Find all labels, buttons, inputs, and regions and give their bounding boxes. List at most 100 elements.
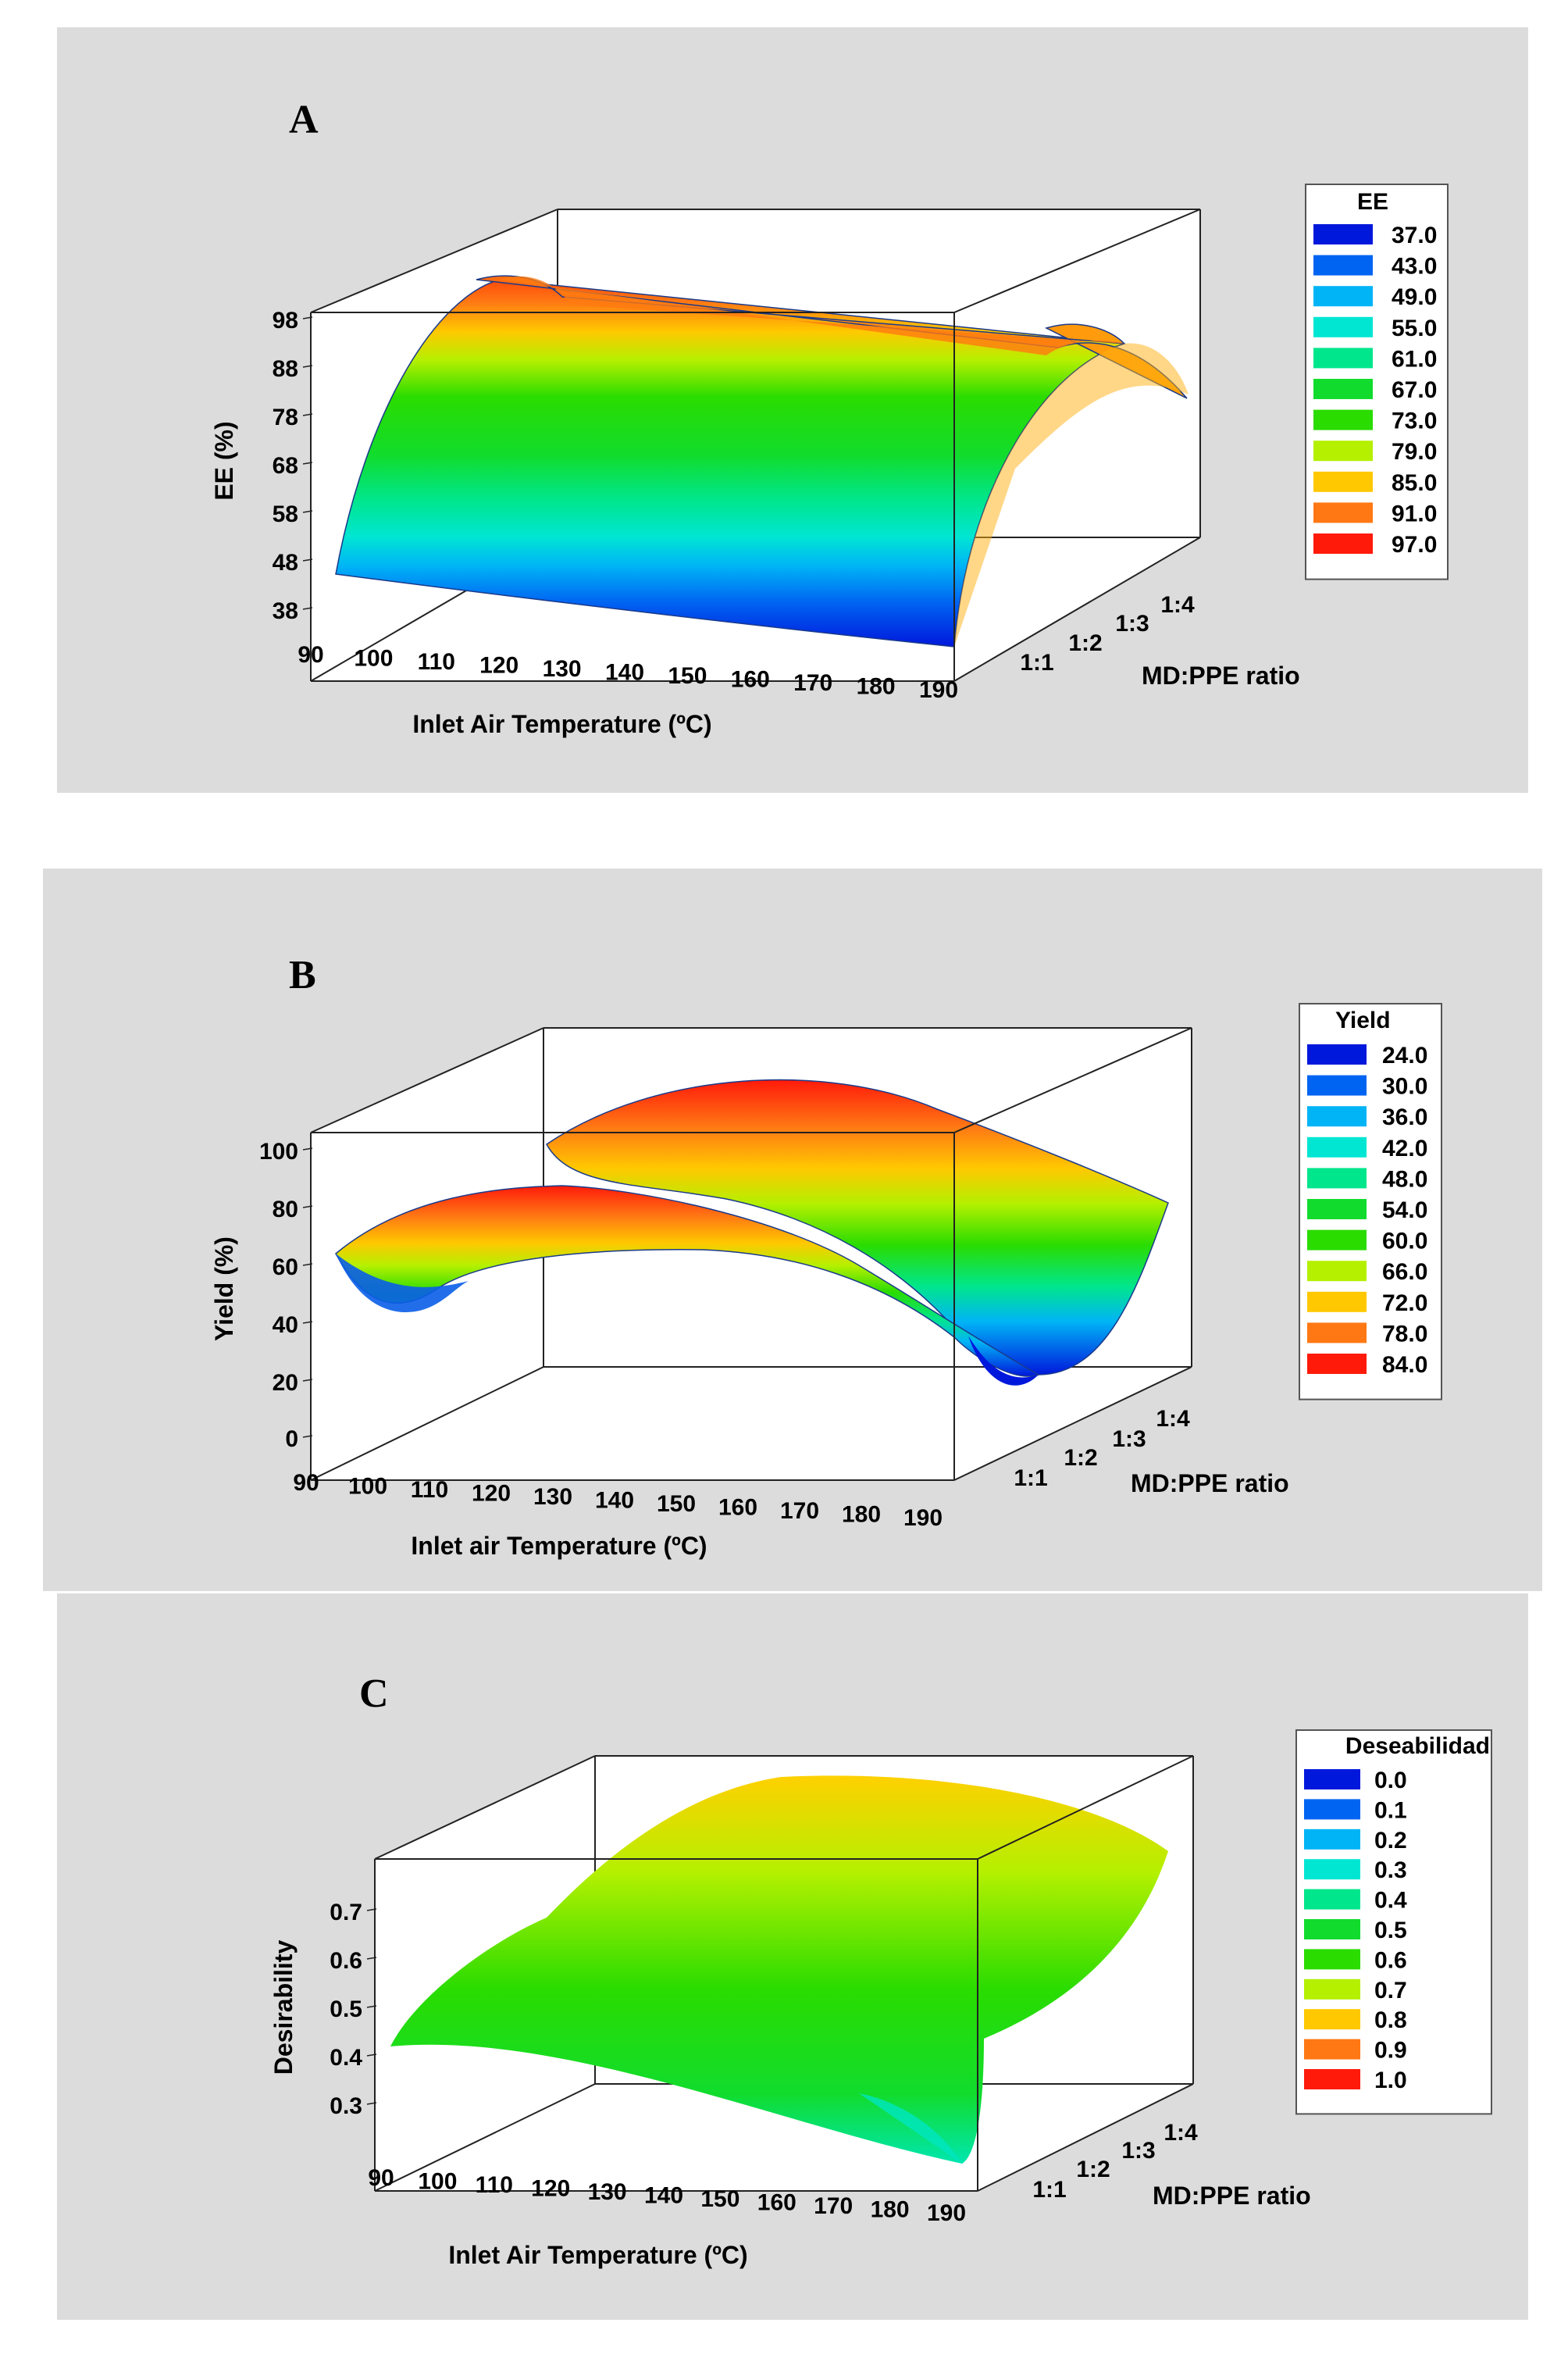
legend-swatch: [1307, 1168, 1367, 1189]
legend-label: 48.0: [1382, 1166, 1427, 1192]
z-tick-mark: [302, 462, 313, 465]
z-tick-label: 88: [273, 356, 298, 382]
legend-label: 55.0: [1392, 316, 1437, 341]
legend-label: 61.0: [1392, 346, 1437, 372]
legend-swatch: [1313, 286, 1373, 307]
z-tick-label: 0.3: [330, 2093, 362, 2119]
x-tick-label: 100: [418, 2169, 457, 2195]
legend-swatch: [1313, 316, 1373, 337]
legend-label: 0.8: [1374, 2007, 1407, 2033]
z-tick-mark: [302, 1205, 313, 1208]
y-axis-label: MD:PPE ratio: [1142, 662, 1300, 690]
surface-back-dome: [546, 1079, 1169, 1375]
z-tick-mark: [302, 316, 313, 319]
y-tick-label: 1:2: [1068, 630, 1102, 656]
legend-swatch: [1313, 409, 1373, 430]
box-edge: [374, 1755, 596, 1860]
y-tick-label: 1:3: [1115, 611, 1149, 637]
surface-front-trough: [336, 1254, 469, 1312]
x-tick-label: 160: [731, 667, 770, 693]
legend-label: 1.0: [1374, 2068, 1407, 2093]
z-tick-mark: [302, 1147, 313, 1151]
chart-panel-b: B 0 20 40 60 80 100 Yield (%) 90 100 110 120 130 140 1…: [43, 869, 1542, 1591]
legend-swatch: [1313, 379, 1373, 399]
box-edge: [310, 1366, 544, 1481]
legend-label: 84.0: [1382, 1352, 1427, 1378]
y-tick-label: 1:1: [1014, 1465, 1047, 1491]
legend-swatch: [1304, 1829, 1360, 1850]
box-edge: [953, 537, 1201, 682]
legend-label: 0.1: [1374, 1797, 1407, 1823]
z-tick-mark: [302, 1379, 313, 1382]
panel-label: B: [289, 953, 316, 997]
legend-swatch: [1304, 1859, 1360, 1880]
z-tick-mark: [302, 1263, 313, 1266]
x-tick-label: 110: [476, 2172, 513, 2198]
legend-swatch: [1304, 2039, 1360, 2060]
legend-swatch: [1307, 1136, 1367, 1158]
box-edge: [977, 2083, 1194, 2192]
x-tick-label: 180: [857, 674, 896, 700]
legend-label: 91.0: [1392, 501, 1437, 526]
panel-label: C: [359, 1672, 389, 1716]
z-tick-mark: [366, 2053, 377, 2057]
x-tick-label: 130: [543, 656, 582, 682]
x-tick-label: 110: [418, 649, 455, 675]
legend-label: 0.6: [1374, 1947, 1407, 1973]
x-tick-label: 90: [298, 642, 323, 668]
z-tick-mark: [302, 365, 313, 368]
x-tick-label: 110: [411, 1477, 448, 1503]
x-tick-label: 150: [668, 663, 707, 689]
x-tick-label: 170: [814, 2193, 853, 2219]
x-tick-label: 190: [927, 2200, 966, 2226]
legend-title: Yield: [1335, 1008, 1391, 1033]
x-tick-label: 130: [588, 2179, 627, 2205]
chart-panel-c: C 0.3 0.4 0.5 0.6 0.7 Desirability 90 100 110 120 1…: [57, 1593, 1528, 2320]
y-tick-label: 1:1: [1020, 650, 1053, 676]
box-floor: [311, 1367, 1192, 1480]
x-axis-label: Inlet Air Temperature (ºC): [448, 2241, 747, 2269]
legend-label: 24.0: [1382, 1043, 1427, 1069]
z-tick-label: 100: [259, 1139, 298, 1165]
z-tick-mark: [366, 1908, 377, 1911]
x-tick-label: 180: [842, 1502, 881, 1528]
x-axis-label: Inlet Air Temperature (ºC): [412, 710, 711, 738]
x-tick-label: 120: [479, 653, 519, 679]
z-tick-mark: [366, 1957, 377, 1960]
legend-label: 67.0: [1392, 377, 1437, 403]
z-tick-mark: [302, 558, 313, 562]
legend-swatch: [1304, 1769, 1360, 1789]
legend-label: 66.0: [1382, 1259, 1427, 1285]
legend-label: 78.0: [1382, 1321, 1427, 1347]
x-tick-label: 90: [293, 1470, 319, 1496]
legend-label: 42.0: [1382, 1136, 1427, 1161]
legend-swatch: [1307, 1044, 1367, 1065]
x-axis-label: Inlet air Temperature (ºC): [411, 1532, 707, 1560]
legend-label: 0.4: [1374, 1888, 1407, 1914]
legend-label: 0.0: [1374, 1768, 1407, 1793]
y-tick-label: 1:4: [1156, 1406, 1190, 1432]
legend-title: Deseabilidad: [1345, 1733, 1490, 1759]
box-edge: [953, 1366, 1192, 1481]
surface-front-ridge: [335, 1185, 1040, 1377]
legend-swatch: [1307, 1229, 1367, 1251]
response-surface: [335, 1079, 1169, 1386]
legend-label: 60.0: [1382, 1229, 1427, 1254]
z-tick-mark: [302, 510, 313, 513]
z-tick-label: 0.7: [330, 1900, 362, 1925]
legend-label: 0.9: [1374, 2038, 1407, 2064]
legend-swatch: [1304, 1949, 1360, 1970]
response-surface: [335, 275, 1188, 648]
x-tick-label: 190: [903, 1505, 943, 1531]
z-tick-label: 80: [273, 1197, 298, 1222]
legend-swatch: [1313, 224, 1373, 244]
z-tick-label: 68: [273, 453, 298, 479]
legend-swatch: [1307, 1075, 1367, 1096]
legend-swatch: [1307, 1354, 1367, 1374]
response-surface: [390, 1775, 1168, 2164]
chart-panel-a: A 38 48 58 68 78 88 98 EE (%) 90 100 110 120 130 140 15…: [57, 27, 1528, 793]
legend-label: 85.0: [1392, 470, 1437, 496]
legend-label: 54.0: [1382, 1197, 1427, 1223]
z-tick-mark: [302, 607, 313, 610]
legend-label: 0.5: [1374, 1918, 1407, 1943]
